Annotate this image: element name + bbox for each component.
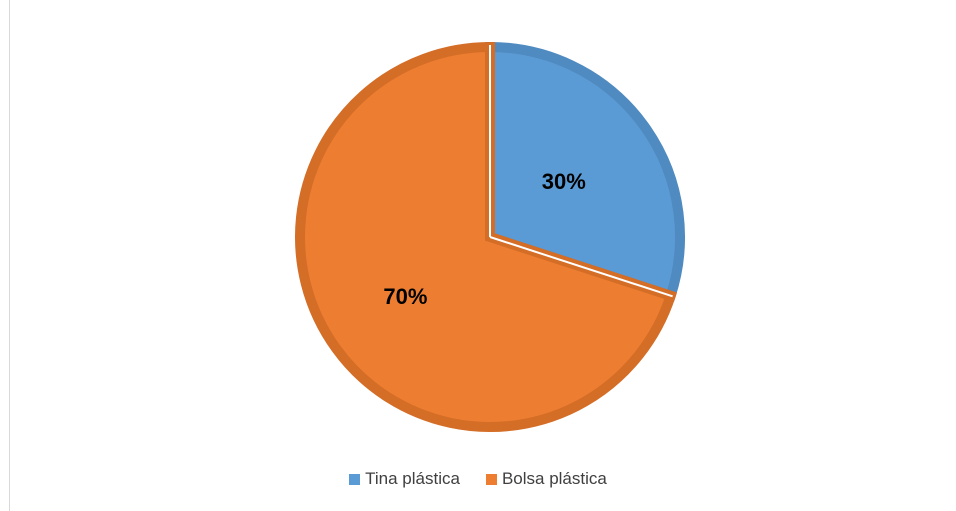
pie-divider-2 bbox=[489, 236, 673, 298]
data-label-bolsa-plastica: 70% bbox=[383, 284, 427, 309]
legend: Tina plástica Bolsa plástica bbox=[0, 469, 956, 489]
chart-left-border bbox=[9, 0, 10, 511]
legend-item-bolsa: Bolsa plástica bbox=[485, 469, 607, 489]
pie-slice-bolsa-plastica bbox=[295, 41, 678, 432]
data-label-tina-plastica: 30% bbox=[542, 169, 586, 194]
pie-slice-tina-plastica bbox=[485, 41, 685, 303]
legend-swatch-tina bbox=[349, 473, 361, 485]
legend-label-bolsa: Bolsa plástica bbox=[501, 469, 607, 488]
legend-item-tina: Tina plástica bbox=[349, 469, 460, 489]
legend-label-tina: Tina plástica bbox=[365, 469, 460, 488]
legend-swatch-bolsa bbox=[485, 473, 497, 485]
